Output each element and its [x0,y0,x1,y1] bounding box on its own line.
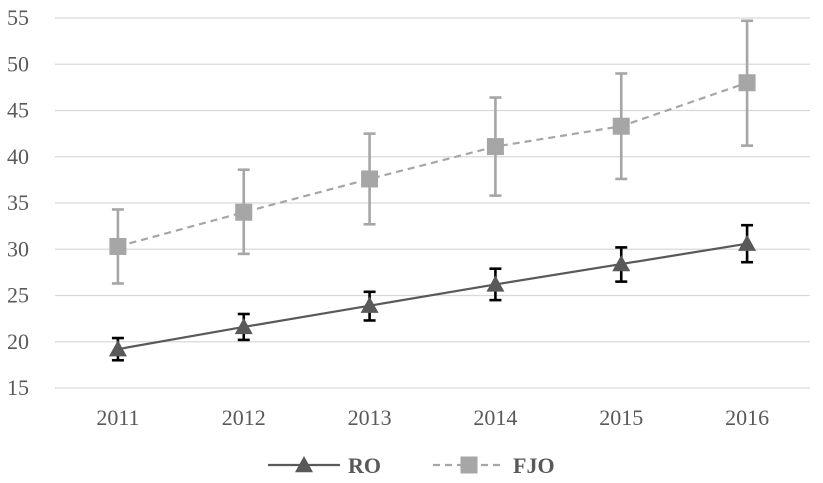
legend: RO FJO [268,453,555,478]
data-point [360,296,379,313]
series-line [117,81,748,248]
data-point [361,170,379,188]
x-tick-label: 2012 [222,405,266,430]
x-tick-label: 2014 [473,405,517,430]
data-point [486,138,504,156]
series-ro [108,223,757,362]
data-point [612,255,631,272]
y-tick-label: 20 [7,329,29,354]
y-tick-label: 55 [7,5,29,30]
legend-item-fjo: FJO [433,453,555,478]
y-axis-ticks: 15 20 25 30 35 40 45 50 55 [7,5,29,400]
data-point [109,237,127,255]
y-tick-label: 40 [7,144,29,169]
legend-marker [295,456,313,473]
series-line [117,242,748,351]
x-tick-label: 2015 [599,405,643,430]
data-point [738,234,757,251]
legend-label: RO [348,453,381,478]
data-point [235,203,253,221]
y-tick-label: 15 [7,375,29,400]
x-tick-label: 2013 [348,405,392,430]
x-axis-ticks: 2011 2012 2013 2014 2015 2016 [96,405,769,430]
series-layer [108,19,757,362]
data-point [234,317,253,335]
y-tick-label: 45 [7,98,29,123]
legend-marker [460,456,478,474]
gridlines [55,17,810,389]
data-point [612,117,630,135]
x-tick-label: 2016 [725,405,769,430]
x-tick-label: 2011 [96,405,139,430]
data-point [486,275,505,292]
y-tick-label: 25 [7,283,29,308]
legend-label: FJO [513,453,555,478]
data-point [108,340,127,357]
y-tick-label: 30 [7,236,29,261]
series-fjo [109,19,756,285]
legend-item-ro: RO [268,453,381,478]
y-tick-label: 50 [7,51,29,76]
y-tick-label: 35 [7,190,29,215]
data-point [738,74,756,92]
